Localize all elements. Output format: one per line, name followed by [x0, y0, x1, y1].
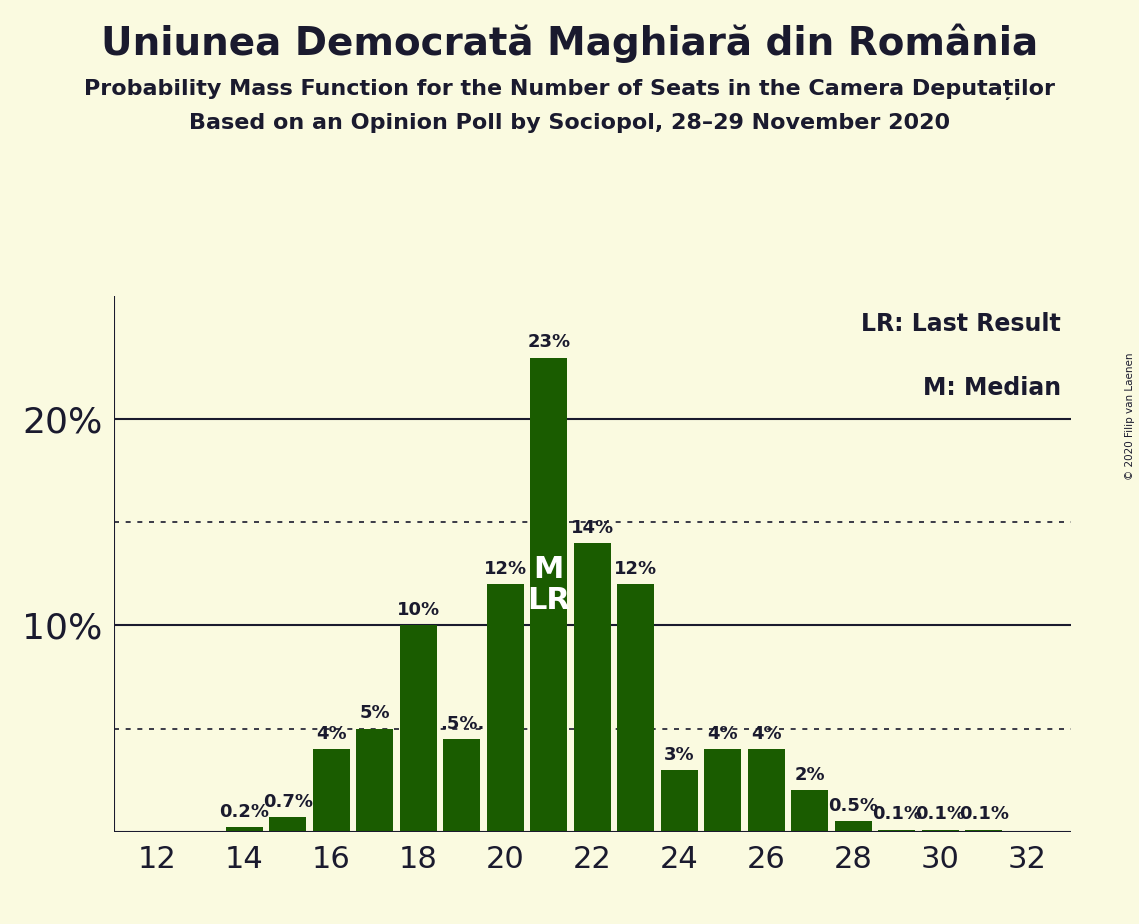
Bar — [313, 749, 350, 832]
Bar — [574, 543, 611, 832]
Bar — [747, 749, 785, 832]
Bar — [270, 817, 306, 832]
Bar — [400, 626, 436, 832]
Bar — [486, 584, 524, 832]
Text: 12%: 12% — [614, 560, 657, 578]
Text: 14%: 14% — [571, 519, 614, 537]
Bar — [704, 749, 741, 832]
Text: 0.5%: 0.5% — [828, 797, 878, 815]
Text: 0.1%: 0.1% — [959, 806, 1009, 823]
Text: Uniunea Democrată Maghiară din România: Uniunea Democrată Maghiară din România — [101, 23, 1038, 63]
Bar — [878, 830, 915, 832]
Text: LR: Last Result: LR: Last Result — [861, 311, 1062, 335]
Bar — [965, 830, 1002, 832]
Text: © 2020 Filip van Laenen: © 2020 Filip van Laenen — [1125, 352, 1134, 480]
Text: 5%: 5% — [360, 704, 391, 723]
Bar — [835, 821, 871, 832]
Bar — [443, 739, 481, 832]
Text: 0.2%: 0.2% — [220, 803, 269, 821]
Text: 23%: 23% — [527, 334, 571, 351]
Text: 3%: 3% — [664, 746, 695, 763]
Text: 0.1%: 0.1% — [916, 806, 965, 823]
Bar — [531, 358, 567, 832]
Text: 4%: 4% — [316, 725, 346, 743]
Bar — [661, 770, 698, 832]
Text: 4%: 4% — [751, 725, 781, 743]
Bar — [357, 728, 393, 832]
Text: Based on an Opinion Poll by Sociopol, 28–29 November 2020: Based on an Opinion Poll by Sociopol, 28… — [189, 113, 950, 133]
Text: 12%: 12% — [484, 560, 527, 578]
Text: M: Median: M: Median — [923, 376, 1062, 400]
Text: 4%: 4% — [707, 725, 738, 743]
Bar — [617, 584, 654, 832]
Text: M
LR: M LR — [527, 555, 571, 615]
Text: 2%: 2% — [794, 766, 825, 784]
Text: 0.7%: 0.7% — [263, 793, 313, 811]
Bar — [792, 790, 828, 832]
Text: .5%.: .5%. — [440, 714, 484, 733]
Text: 10%: 10% — [396, 602, 440, 619]
Text: Probability Mass Function for the Number of Seats in the Camera Deputaților: Probability Mass Function for the Number… — [84, 79, 1055, 100]
Bar — [921, 830, 959, 832]
Text: 0.1%: 0.1% — [871, 806, 921, 823]
Bar — [226, 828, 263, 832]
